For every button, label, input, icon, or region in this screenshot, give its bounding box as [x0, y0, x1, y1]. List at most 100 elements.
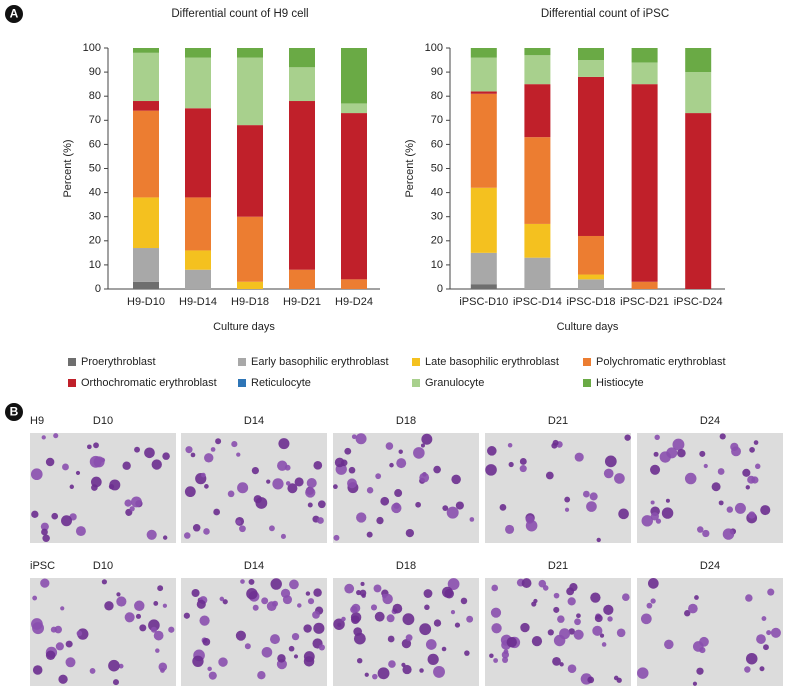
- day-label: D18: [396, 415, 416, 427]
- cell: [646, 602, 653, 609]
- cell: [251, 466, 259, 475]
- cell: [219, 596, 225, 602]
- cell: [419, 623, 432, 636]
- cell: [157, 585, 164, 592]
- cell: [280, 533, 286, 539]
- bar-segment: [133, 281, 159, 289]
- panel-label: A: [10, 7, 19, 21]
- cell: [196, 599, 206, 609]
- micrograph: [181, 433, 327, 543]
- bar-segment: [631, 84, 658, 282]
- cell: [40, 522, 49, 531]
- cell: [109, 479, 121, 491]
- bar-segment: [631, 62, 658, 85]
- x-tick-label: H9-D10: [127, 296, 165, 308]
- bar-segment: [185, 250, 211, 270]
- bar-segment: [685, 113, 712, 289]
- cell: [222, 599, 228, 605]
- cell: [213, 508, 221, 516]
- cell: [568, 628, 575, 635]
- cell: [745, 485, 750, 490]
- cell: [93, 442, 99, 449]
- cell: [485, 464, 497, 476]
- cell: [374, 611, 385, 622]
- cell: [208, 671, 217, 680]
- y-tick-label: 0: [95, 283, 101, 295]
- cell: [353, 627, 363, 636]
- cell: [40, 578, 50, 588]
- cell: [202, 637, 211, 646]
- bar-segment: [185, 108, 211, 198]
- cell: [770, 627, 781, 638]
- cell: [377, 667, 390, 680]
- cell: [62, 463, 69, 471]
- bar-segment: [133, 248, 159, 282]
- cell: [398, 449, 403, 454]
- cell: [30, 468, 43, 481]
- cell: [450, 610, 456, 615]
- cell: [766, 630, 772, 636]
- y-tick-label: 80: [89, 90, 101, 102]
- bar-segment: [237, 125, 263, 217]
- cell: [433, 619, 442, 627]
- cell: [564, 507, 570, 512]
- cell: [75, 470, 81, 476]
- cell: [185, 446, 193, 454]
- cell: [307, 502, 313, 508]
- cell: [641, 515, 653, 527]
- cell: [542, 585, 549, 591]
- y-tick-label: 100: [83, 42, 101, 54]
- cell: [184, 532, 191, 539]
- cell: [210, 447, 216, 452]
- cell: [364, 672, 369, 677]
- legend-swatch: [583, 358, 591, 366]
- legend-swatch: [412, 379, 420, 387]
- cell: [271, 600, 278, 607]
- cell: [441, 586, 453, 598]
- cell: [719, 433, 726, 440]
- bar-segment: [578, 48, 604, 61]
- cell: [41, 435, 46, 440]
- legend-swatch: [68, 358, 76, 366]
- cell: [759, 666, 765, 672]
- cell: [419, 668, 424, 673]
- cell: [460, 597, 468, 605]
- cell: [305, 487, 316, 498]
- cell: [348, 466, 356, 474]
- cell: [87, 444, 92, 450]
- bar-segment: [578, 235, 604, 275]
- cell: [386, 614, 395, 623]
- cell: [607, 616, 613, 622]
- bar-segment: [133, 48, 159, 53]
- bar-segment: [341, 279, 367, 289]
- legend-label: Reticulocyte: [251, 377, 311, 389]
- legend-swatch: [238, 358, 246, 366]
- cell: [305, 591, 311, 596]
- cell: [387, 635, 395, 643]
- cell: [405, 528, 414, 538]
- cell: [65, 640, 73, 648]
- cell: [566, 587, 575, 596]
- legend-label: Orthochromatic erythroblast: [81, 377, 217, 389]
- cell: [451, 474, 461, 485]
- y-tick-label: 60: [431, 138, 443, 150]
- bar-segment: [185, 269, 211, 289]
- cell: [261, 646, 273, 658]
- cell: [344, 583, 355, 594]
- cell: [168, 626, 175, 633]
- cell: [586, 501, 597, 512]
- cell: [148, 619, 160, 632]
- y-tick-label: 40: [89, 187, 101, 199]
- cell: [415, 501, 421, 508]
- bar-segment: [470, 48, 497, 58]
- cell: [553, 592, 560, 599]
- cell: [423, 589, 433, 598]
- cell: [447, 578, 460, 590]
- cell: [204, 484, 209, 489]
- cell: [618, 508, 629, 520]
- cell: [506, 637, 517, 648]
- y-tick-label: 30: [89, 211, 101, 223]
- cell: [153, 601, 159, 606]
- bar-segment: [185, 48, 211, 58]
- cell: [317, 500, 326, 509]
